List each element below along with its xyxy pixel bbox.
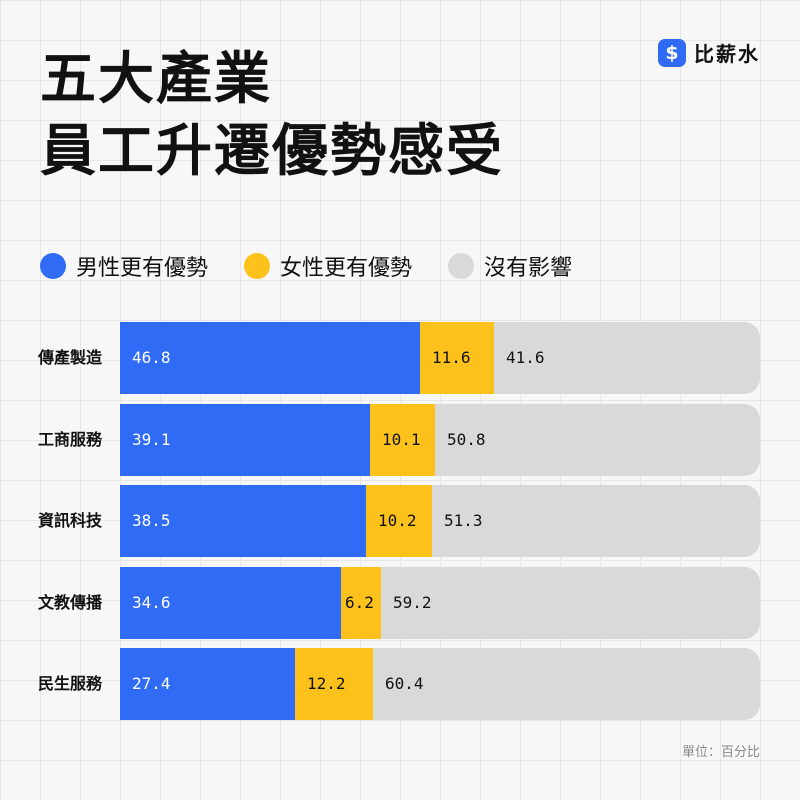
bar-track: 34.6 6.2 59.2 — [120, 566, 760, 639]
bar-row: 工商服務 39.1 10.1 50.8 — [0, 403, 800, 476]
legend-item: 沒有影響 — [448, 250, 572, 282]
data-label: 34.6 — [132, 592, 171, 612]
bar-segment — [341, 566, 381, 639]
bar-segment — [373, 648, 760, 720]
legend-swatch — [40, 253, 66, 279]
bar-row: 傳產製造 46.8 11.6 41.6 — [0, 322, 800, 394]
bar-segment — [120, 485, 366, 557]
data-label: 12.2 — [307, 674, 346, 693]
chart-title-line-1: 五大產業 — [40, 47, 272, 112]
bar-segment — [435, 403, 760, 476]
legend-item: 男性更有優勢 — [40, 250, 208, 282]
bar-segment — [420, 322, 494, 394]
bar-segment — [120, 566, 341, 639]
bar-row: 文教傳播 34.6 6.2 59.2 — [0, 566, 800, 639]
category-label: 資訊科技 — [38, 511, 103, 530]
data-label: 50.8 — [447, 429, 486, 449]
category-label: 工商服務 — [38, 429, 103, 449]
data-label: 51.3 — [444, 511, 483, 530]
brand-name: 比薪水 — [694, 42, 760, 66]
bar-segment — [366, 485, 432, 557]
data-label: 41.6 — [506, 348, 545, 367]
dollar-icon: $ — [658, 38, 686, 67]
data-label: 10.1 — [382, 429, 421, 449]
unit-note: 單位：百分比 — [681, 745, 760, 760]
bar-segment — [120, 322, 420, 394]
data-label: 38.5 — [132, 511, 171, 530]
bar-row: 資訊科技 38.5 10.2 51.3 — [0, 485, 800, 557]
brand-logo: $ 比薪水 — [658, 38, 760, 67]
legend-swatch — [448, 253, 475, 279]
bar-track: 46.8 11.6 41.6 — [120, 322, 760, 394]
category-label: 文教傳播 — [38, 592, 103, 612]
data-label: 10.2 — [378, 511, 417, 530]
bar-segment — [370, 403, 435, 476]
bar-track: 38.5 10.2 51.3 — [120, 485, 760, 557]
chart-title: 五大產業 員工升遷優勢感受 — [40, 44, 504, 188]
bar-track: 27.4 12.2 60.4 — [120, 648, 760, 720]
data-label: 39.1 — [132, 429, 171, 449]
data-label: 59.2 — [393, 592, 432, 612]
chart-legend: 男性更有優勢 女性更有優勢 沒有影響 — [40, 250, 608, 282]
data-label: 60.4 — [385, 674, 424, 693]
bar-track: 39.1 10.1 50.8 — [120, 403, 760, 476]
stacked-bar-chart: 傳產製造 46.8 11.6 41.6 工商服務 39.1 10.1 50.8 資訊科技 38.5… — [0, 322, 800, 722]
category-label: 民生服務 — [38, 674, 103, 693]
data-label: 27.4 — [132, 674, 171, 693]
legend-label: 沒有影響 — [484, 256, 573, 281]
bar-segment — [120, 648, 295, 720]
bar-segment — [494, 322, 760, 394]
bar-segment — [381, 566, 760, 639]
bar-segment — [295, 648, 373, 720]
category-label: 傳產製造 — [38, 348, 103, 367]
data-label: 46.8 — [132, 348, 171, 367]
bar-row: 民生服務 27.4 12.2 60.4 — [0, 648, 800, 720]
chart-title-line-2: 員工升遷優勢感受 — [40, 119, 504, 184]
legend-swatch — [244, 253, 271, 279]
data-label: 11.6 — [432, 348, 471, 367]
legend-item: 女性更有優勢 — [244, 250, 412, 282]
data-label: 6.2 — [345, 592, 374, 612]
legend-label: 女性更有優勢 — [280, 256, 413, 281]
legend-label: 男性更有優勢 — [76, 256, 209, 281]
bar-segment — [120, 403, 370, 476]
bar-segment — [432, 485, 760, 557]
